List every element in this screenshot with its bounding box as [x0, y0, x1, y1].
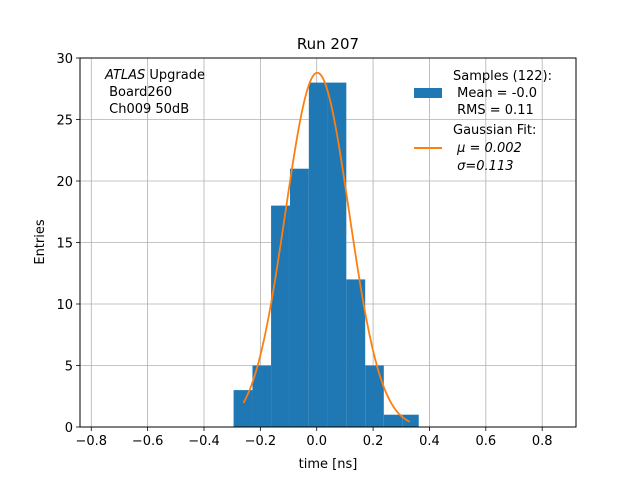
legend-fit-mu: μ = 0.002	[453, 141, 522, 156]
x-tick-label: 0.8	[532, 434, 553, 449]
x-tick-label: −0.6	[132, 434, 164, 449]
annotation-line-2: Board260	[105, 85, 172, 100]
x-tick-label: −0.4	[188, 434, 220, 449]
histogram-bar	[365, 365, 384, 427]
y-tick-label: 15	[56, 237, 73, 252]
histogram-bar	[252, 365, 272, 427]
histogram-bar	[233, 390, 253, 427]
y-tick-label: 0	[65, 421, 73, 436]
histogram-bars	[233, 82, 419, 427]
y-axis-ticks: 0 5 10 15 20 25 30	[56, 52, 80, 436]
histogram-bar	[383, 414, 403, 427]
x-tick-label: −0.8	[75, 434, 107, 449]
annotation-atlas: ATLAS	[104, 68, 145, 83]
x-tick-label: 0.4	[419, 434, 440, 449]
y-axis-label: Entries	[33, 219, 48, 265]
histogram-bar	[346, 279, 366, 427]
legend-histogram-title: Samples (122):	[453, 69, 552, 84]
legend-fit-sigma: σ=0.113	[453, 159, 513, 174]
histogram-bar	[271, 205, 290, 427]
chart-title: Run 207	[297, 35, 359, 53]
y-tick-label: 10	[56, 298, 73, 313]
annotation-box: ATLAS Upgrade Board260 Ch009 50dB	[104, 68, 205, 117]
y-tick-label: 5	[65, 360, 73, 375]
x-tick-label: −0.2	[245, 434, 277, 449]
gaussian-fit	[242, 71, 411, 423]
y-tick-label: 20	[56, 175, 73, 190]
legend: Samples (122): Mean = -0.0 RMS = 0.11 Ga…	[414, 69, 552, 174]
x-tick-label: 0.6	[475, 434, 496, 449]
x-axis-label: time [ns]	[299, 457, 358, 472]
y-tick-label: 30	[56, 52, 73, 67]
x-axis-ticks: −0.8 −0.6 −0.4 −0.2 0.0 0.2 0.4 0.6 0.8	[75, 427, 553, 449]
histogram-bar	[402, 414, 419, 427]
legend-histogram-swatch	[414, 88, 442, 98]
x-tick-label: 0.0	[306, 434, 327, 449]
legend-histogram-rms: RMS = 0.11	[453, 103, 534, 118]
x-tick-label: 0.2	[363, 434, 384, 449]
histogram-bar	[289, 168, 309, 427]
legend-fit-title: Gaussian Fit:	[453, 123, 536, 138]
annotation-line-1: ATLAS Upgrade	[104, 68, 205, 83]
histogram-bar	[308, 82, 328, 427]
gaussian-fit-curve	[242, 71, 411, 423]
histogram-bar	[327, 82, 347, 427]
y-tick-label: 25	[56, 114, 73, 129]
annotation-upgrade: Upgrade	[145, 68, 205, 83]
annotation-line-3: Ch009 50dB	[105, 102, 189, 117]
legend-histogram-mean: Mean = -0.0	[453, 86, 537, 101]
